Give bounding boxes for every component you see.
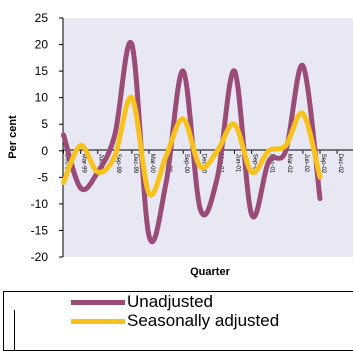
legend-item-seasonally-adjusted: Seasonally adjusted (71, 311, 279, 331)
y-tick-label: 5 (41, 117, 48, 131)
legend-item-unadjusted: Unadjusted (71, 292, 213, 312)
x-tick-label: Sep-99 (115, 154, 121, 174)
legend-swatch-seasonally-adjusted (71, 318, 125, 324)
x-tick-label: Mar-99 (81, 154, 87, 174)
x-tick-label: Mar-02 (286, 154, 292, 174)
legend-swatch-unadjusted (71, 299, 125, 305)
plot-area (63, 18, 353, 257)
y-tick-label: 25 (35, 11, 49, 25)
x-tick-label: Jun-02 (303, 154, 309, 173)
y-tick-label: 15 (35, 64, 49, 78)
y-tick-label: 10 (35, 91, 49, 105)
x-tick-label: Sep-00 (183, 154, 189, 174)
y-tick-label: -5 (37, 170, 48, 184)
legend-label-unadjusted: Unadjusted (127, 292, 214, 311)
x-tick-label: Dec-99 (132, 154, 138, 174)
legend-label-seasonally-adjusted: Seasonally adjusted (127, 311, 280, 330)
legend-divider (14, 310, 15, 350)
x-tick-label: Sep-02 (320, 154, 326, 174)
x-tick-label: Dec-98 (64, 154, 70, 174)
x-tick-label: Sep-01 (252, 154, 258, 174)
y-tick-label: -10 (31, 197, 49, 211)
y-tick-label: -15 (31, 223, 49, 237)
x-tick-label: Dec-00 (200, 154, 206, 174)
y-axis-title: Per cent (7, 115, 19, 159)
y-tick-label: 0 (41, 144, 48, 158)
series-line-seasonally-adjusted (61, 95, 323, 198)
y-tick-label: 20 (35, 38, 49, 52)
x-axis-title: Quarter (190, 266, 230, 278)
x-tick-label: Dec-02 (337, 154, 343, 174)
x-tick-label: Jun-01 (235, 154, 241, 173)
x-tick-label: Mar-00 (149, 154, 155, 174)
x-tick-label: Dec-01 (269, 154, 275, 174)
y-tick-label: -20 (31, 250, 49, 264)
legend: Unadjusted Seasonally adjusted (3, 291, 353, 351)
